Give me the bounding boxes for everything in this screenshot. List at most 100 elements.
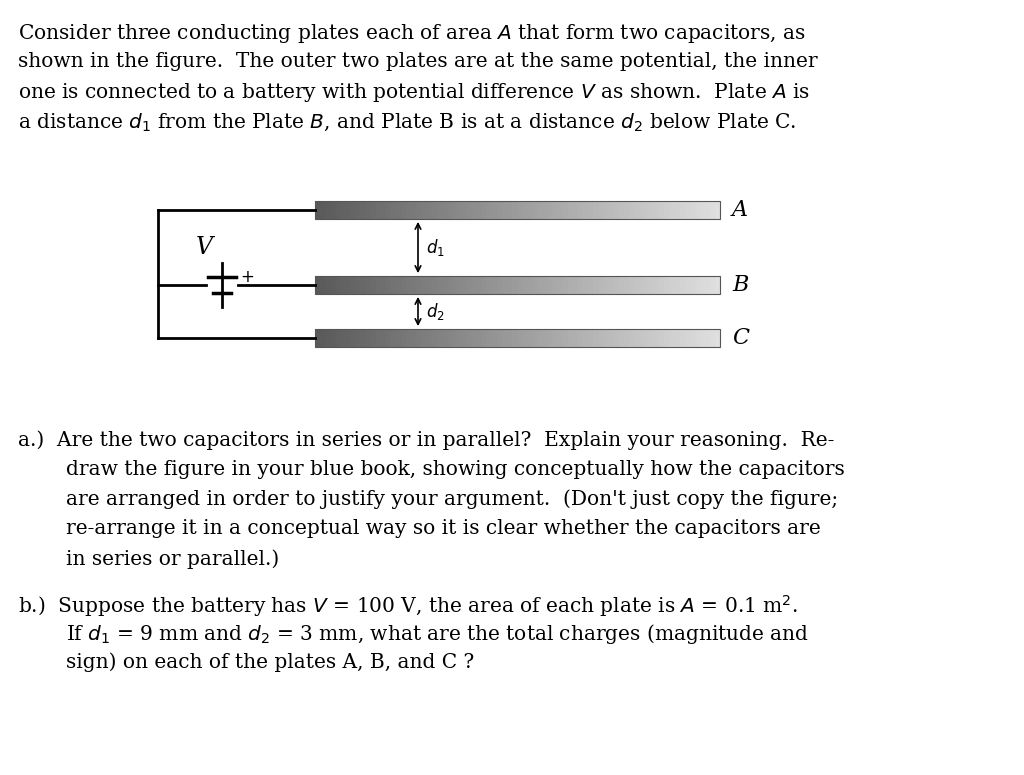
- Bar: [548, 201, 553, 219]
- Bar: [639, 201, 644, 219]
- Bar: [467, 201, 472, 219]
- Bar: [629, 329, 634, 347]
- Bar: [436, 276, 441, 294]
- Bar: [335, 329, 340, 347]
- Bar: [462, 201, 467, 219]
- Bar: [350, 329, 355, 347]
- Bar: [634, 201, 639, 219]
- Bar: [407, 329, 412, 347]
- Bar: [675, 201, 680, 219]
- Bar: [426, 329, 431, 347]
- Bar: [689, 201, 694, 219]
- Bar: [589, 329, 594, 347]
- Bar: [321, 329, 326, 347]
- Bar: [498, 276, 503, 294]
- Bar: [553, 329, 558, 347]
- Bar: [517, 201, 522, 219]
- Bar: [441, 329, 446, 347]
- Bar: [532, 201, 538, 219]
- Bar: [452, 201, 457, 219]
- Text: b.)  Suppose the battery has $\mathit{V}$ = 100 V, the area of each plate is $\m: b.) Suppose the battery has $\mathit{V}$…: [18, 593, 798, 618]
- Bar: [710, 201, 715, 219]
- Bar: [467, 276, 472, 294]
- Bar: [345, 201, 350, 219]
- Bar: [694, 276, 699, 294]
- Bar: [472, 329, 477, 347]
- Bar: [350, 201, 355, 219]
- Text: shown in the figure.  The outer two plates are at the same potential, the inner: shown in the figure. The outer two plate…: [18, 52, 817, 71]
- Bar: [487, 329, 493, 347]
- Bar: [568, 329, 573, 347]
- Bar: [386, 276, 391, 294]
- Bar: [376, 329, 381, 347]
- Bar: [493, 276, 498, 294]
- Bar: [498, 329, 503, 347]
- Bar: [426, 276, 431, 294]
- Bar: [431, 201, 436, 219]
- Text: If $d_1$ = 9 mm and $d_2$ = 3 mm, what are the total charges (magnitude and: If $d_1$ = 9 mm and $d_2$ = 3 mm, what a…: [66, 622, 809, 646]
- Bar: [598, 201, 603, 219]
- Bar: [527, 201, 532, 219]
- Bar: [649, 276, 654, 294]
- Bar: [477, 276, 482, 294]
- Bar: [386, 201, 391, 219]
- Bar: [477, 201, 482, 219]
- Bar: [493, 201, 498, 219]
- Bar: [715, 276, 720, 294]
- Bar: [584, 201, 589, 219]
- Bar: [416, 329, 421, 347]
- Bar: [624, 276, 629, 294]
- Bar: [543, 276, 548, 294]
- Bar: [345, 276, 350, 294]
- Text: one is connected to a battery with potential difference $\mathit{V}$ as shown.  : one is connected to a battery with poten…: [18, 81, 810, 105]
- Bar: [573, 276, 579, 294]
- Bar: [685, 329, 689, 347]
- Bar: [644, 276, 649, 294]
- Text: are arranged in order to justify your argument.  (Don't just copy the figure;: are arranged in order to justify your ar…: [66, 490, 838, 509]
- Bar: [330, 201, 335, 219]
- Bar: [412, 276, 416, 294]
- Text: Consider three conducting plates each of area $\mathit{A}$ that form two capacit: Consider three conducting plates each of…: [18, 22, 806, 45]
- Bar: [436, 329, 441, 347]
- Bar: [522, 329, 527, 347]
- Bar: [396, 329, 401, 347]
- Bar: [654, 201, 659, 219]
- Bar: [680, 276, 685, 294]
- Bar: [355, 276, 360, 294]
- Bar: [340, 329, 345, 347]
- Bar: [396, 276, 401, 294]
- Bar: [685, 276, 689, 294]
- Bar: [401, 329, 407, 347]
- Bar: [608, 329, 613, 347]
- Bar: [613, 329, 618, 347]
- Bar: [558, 201, 563, 219]
- Bar: [457, 329, 462, 347]
- Bar: [532, 276, 538, 294]
- Bar: [699, 201, 705, 219]
- Bar: [624, 329, 629, 347]
- Bar: [558, 329, 563, 347]
- Bar: [446, 276, 452, 294]
- Bar: [315, 201, 720, 219]
- Bar: [527, 276, 532, 294]
- Bar: [330, 276, 335, 294]
- Bar: [594, 276, 598, 294]
- Bar: [594, 329, 598, 347]
- Text: B: B: [732, 274, 749, 296]
- Bar: [366, 201, 371, 219]
- Bar: [573, 329, 579, 347]
- Bar: [689, 329, 694, 347]
- Bar: [579, 329, 584, 347]
- Bar: [360, 329, 366, 347]
- Bar: [568, 276, 573, 294]
- Bar: [613, 201, 618, 219]
- Bar: [680, 329, 685, 347]
- Bar: [538, 201, 543, 219]
- Bar: [538, 329, 543, 347]
- Bar: [441, 201, 446, 219]
- Text: draw the figure in your blue book, showing conceptually how the capacitors: draw the figure in your blue book, showi…: [66, 460, 845, 479]
- Bar: [391, 276, 396, 294]
- Bar: [493, 329, 498, 347]
- Bar: [512, 329, 517, 347]
- Bar: [512, 201, 517, 219]
